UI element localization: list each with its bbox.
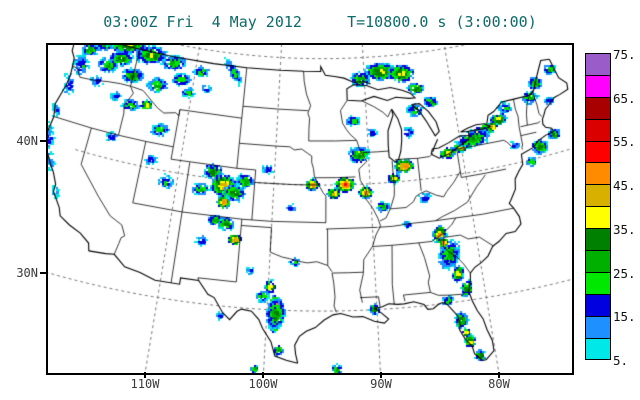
colorbar-box-4 bbox=[585, 140, 611, 164]
colorbar-box-13 bbox=[585, 337, 611, 361]
colorbar-box-12 bbox=[585, 315, 611, 339]
lon-tick-100w bbox=[262, 372, 264, 378]
colorbar-label-5: 5. bbox=[613, 352, 629, 368]
colorbar-box-1 bbox=[585, 74, 611, 98]
colorbar-label-35: 35. bbox=[613, 221, 636, 237]
colorbar-box-6 bbox=[585, 184, 611, 208]
colorbar-box-9 bbox=[585, 250, 611, 273]
colorbar-label-45: 45. bbox=[613, 178, 636, 194]
plot-title: 03:00Z Fri 4 May 2012 T=10800.0 s (3:00:… bbox=[103, 13, 537, 31]
colorbar-label-75: 75. bbox=[613, 47, 636, 62]
radar-map-canvas bbox=[48, 45, 572, 373]
colorbar-box-8 bbox=[585, 228, 611, 252]
colorbar-box-0 bbox=[585, 53, 611, 76]
colorbar-label-15: 15. bbox=[613, 309, 636, 325]
lon-label-110w: 110W bbox=[130, 377, 160, 391]
reflectivity-colorbar bbox=[585, 53, 611, 361]
colorbar-box-10 bbox=[585, 271, 611, 295]
lat-label-40n: 40N bbox=[16, 134, 38, 148]
lon-tick-90w bbox=[380, 372, 382, 378]
colorbar-box-5 bbox=[585, 162, 611, 186]
lat-tick-40n bbox=[40, 140, 46, 142]
colorbar-box-2 bbox=[585, 96, 611, 120]
colorbar-box-11 bbox=[585, 293, 611, 317]
lon-label-100w: 100W bbox=[248, 377, 278, 391]
lon-label-90w: 90W bbox=[370, 377, 392, 391]
lon-tick-80w bbox=[498, 372, 500, 378]
colorbar-label-25: 25. bbox=[613, 265, 636, 281]
colorbar-box-7 bbox=[585, 206, 611, 230]
lon-label-80w: 80W bbox=[488, 377, 510, 391]
map-frame bbox=[46, 43, 574, 375]
colorbar-label-65: 65. bbox=[613, 90, 636, 106]
colorbar-box-3 bbox=[585, 118, 611, 142]
lon-tick-110w bbox=[144, 372, 146, 378]
lat-tick-30n bbox=[40, 272, 46, 274]
lat-label-30n: 30N bbox=[16, 266, 38, 280]
colorbar-label-55: 55. bbox=[613, 134, 636, 150]
